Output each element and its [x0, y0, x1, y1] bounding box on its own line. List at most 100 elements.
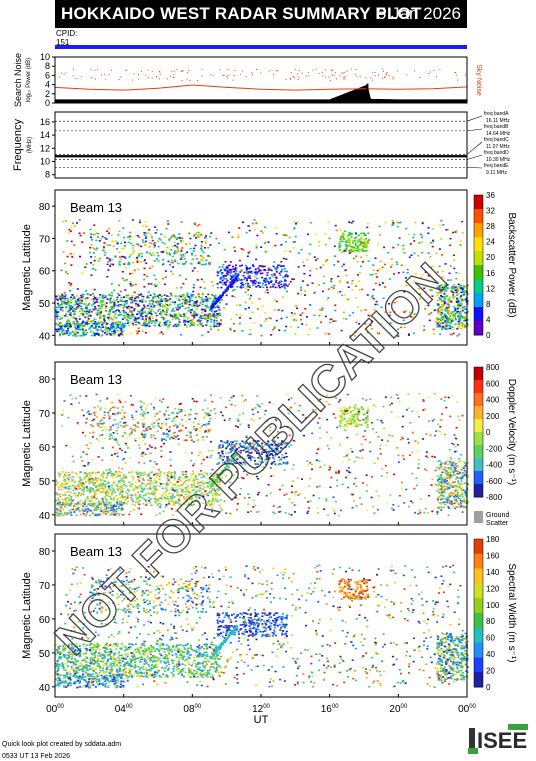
scatter-cell — [242, 446, 245, 448]
scatter-cell — [255, 281, 258, 283]
scatter-cell — [181, 425, 184, 427]
scatter-cell — [250, 270, 253, 273]
scatter-cell — [155, 413, 158, 415]
scatter-cell — [348, 249, 351, 252]
scatter-cell — [78, 304, 81, 307]
scatter-cell — [248, 277, 251, 279]
scatter-cell — [98, 307, 101, 310]
scatter-cell — [185, 486, 188, 488]
scatter-cell — [174, 250, 177, 253]
scatter-cell — [63, 302, 66, 305]
scatter-cell — [378, 225, 381, 228]
scatter-cell — [210, 328, 212, 331]
scatter-cell — [209, 325, 212, 328]
scatter-cell — [186, 251, 189, 253]
scatter-cell — [116, 487, 119, 490]
scatter-cell — [111, 424, 114, 427]
scatter-cell — [92, 322, 95, 325]
scatter-cell — [59, 308, 62, 311]
scatter-cell — [193, 493, 196, 496]
scatter-cell — [442, 313, 445, 315]
scatter-cell — [354, 244, 357, 247]
scatter-cell — [171, 500, 174, 503]
scatter-cell — [200, 278, 203, 281]
scatter-cell — [272, 449, 275, 451]
scatter-cell — [120, 489, 123, 492]
scatter-cell — [256, 277, 259, 280]
scatter-cell — [275, 448, 278, 451]
scatter-cell — [99, 407, 102, 409]
scatter-cell — [195, 314, 198, 317]
scatter-cell — [119, 491, 122, 493]
scatter-cell — [151, 303, 154, 306]
scatter-cell — [78, 485, 81, 488]
scatter-cell — [178, 321, 181, 323]
scatter-cell — [105, 501, 108, 504]
scatter-cell — [85, 290, 88, 292]
power-ytick-label: 60 — [39, 267, 51, 278]
scatter-cell — [146, 503, 149, 505]
scatter-cell — [280, 317, 283, 320]
scatter-cell — [116, 501, 118, 504]
scatter-cell — [284, 452, 287, 455]
scatter-cell — [449, 312, 452, 314]
scatter-cell — [153, 293, 156, 295]
scatter-cell — [93, 502, 96, 505]
scatter-cell — [359, 240, 362, 242]
scatter-cell — [108, 329, 111, 331]
scatter-cell — [452, 254, 455, 257]
sky-noise-dot — [219, 69, 221, 71]
scatter-cell — [107, 313, 110, 316]
scatter-cell — [125, 296, 128, 299]
scatter-cell — [365, 250, 367, 252]
scatter-cell — [172, 301, 175, 304]
scatter-cell — [168, 429, 171, 431]
scatter-cell — [188, 434, 191, 437]
scatter-cell — [125, 319, 128, 321]
scatter-cell — [352, 333, 355, 336]
scatter-cell — [246, 278, 248, 280]
sky-noise-dot — [141, 70, 143, 72]
scatter-cell — [282, 276, 285, 278]
scatter-cell — [72, 321, 75, 323]
scatter-cell — [86, 322, 88, 324]
scatter-cell — [244, 277, 247, 279]
scatter-cell — [61, 333, 64, 336]
scatter-cell — [264, 278, 266, 281]
scatter-cell — [133, 488, 136, 490]
scatter-cell — [149, 233, 152, 236]
scatter-cell — [68, 509, 71, 512]
sky-noise-dot — [260, 72, 262, 74]
scatter-cell — [81, 300, 84, 302]
scatter-cell — [137, 478, 140, 481]
scatter-cell — [68, 282, 71, 284]
scatter-cell — [167, 475, 169, 477]
scatter-cell — [452, 295, 455, 298]
scatter-cell — [75, 301, 77, 304]
scatter-cell — [221, 281, 223, 284]
scatter-cell — [437, 288, 440, 291]
scatter-cell — [397, 335, 400, 337]
scatter-cell — [438, 286, 441, 288]
scatter-cell — [173, 310, 176, 312]
scatter-cell — [158, 418, 161, 420]
scatter-cell — [94, 306, 96, 308]
scatter-cell — [216, 286, 219, 289]
scatter-cell — [262, 282, 264, 285]
scatter-cell — [266, 274, 269, 276]
scatter-cell — [152, 493, 155, 496]
scatter-cell — [378, 284, 381, 286]
scatter-cell — [193, 482, 196, 484]
scatter-cell — [87, 487, 90, 490]
scatter-cell — [205, 242, 207, 244]
scatter-cell — [336, 229, 339, 231]
scatter-cell — [436, 286, 439, 289]
scatter-cell — [131, 475, 134, 478]
scatter-cell — [241, 281, 244, 284]
scatter-cell — [315, 267, 318, 270]
scatter-cell — [258, 298, 261, 300]
scatter-cell — [168, 239, 171, 241]
scatter-cell — [189, 311, 192, 314]
scatter-cell — [118, 261, 121, 263]
scatter-cell — [64, 295, 67, 297]
